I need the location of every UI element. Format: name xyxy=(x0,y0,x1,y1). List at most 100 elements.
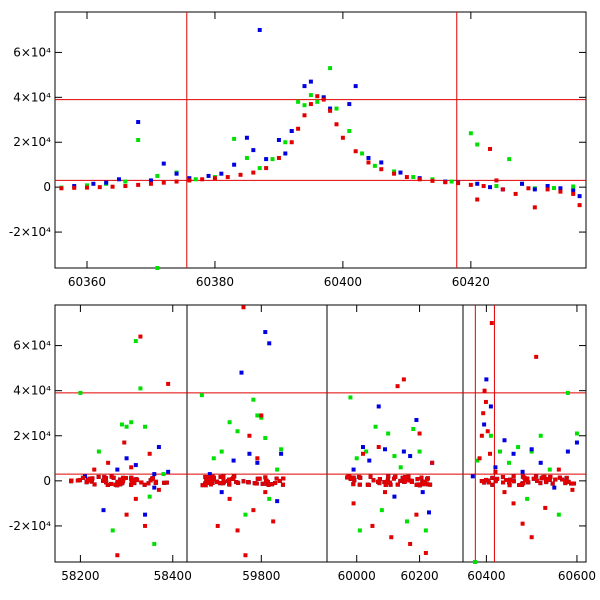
data-point xyxy=(351,475,356,480)
data-point xyxy=(423,479,428,484)
data-point xyxy=(193,177,198,182)
data-point xyxy=(508,477,513,482)
data-point xyxy=(104,480,109,485)
bottom-y-tick-label: 2×10⁴ xyxy=(13,429,51,443)
data-point xyxy=(511,501,516,506)
data-point xyxy=(154,479,159,484)
data-point xyxy=(239,370,244,375)
data-point xyxy=(392,169,397,174)
data-point xyxy=(366,160,371,165)
data-point xyxy=(425,476,430,481)
data-point xyxy=(545,184,550,189)
data-point xyxy=(96,449,101,454)
data-point xyxy=(119,422,124,427)
data-point xyxy=(251,508,256,513)
top-y-tick-label: 4×10⁴ xyxy=(13,90,51,104)
data-point xyxy=(289,129,294,134)
data-point xyxy=(430,178,435,183)
data-point xyxy=(308,93,313,98)
data-point xyxy=(388,482,393,487)
data-point xyxy=(129,482,134,487)
data-point xyxy=(383,447,387,452)
data-point xyxy=(475,458,480,463)
data-point xyxy=(238,172,243,177)
data-point xyxy=(215,479,220,484)
data-point xyxy=(264,157,269,162)
data-point xyxy=(232,162,237,167)
data-point xyxy=(352,478,357,483)
data-point xyxy=(136,120,141,125)
bottom-y-tick-label: 6×10⁴ xyxy=(13,339,51,353)
data-point xyxy=(109,474,114,479)
data-point xyxy=(526,480,531,485)
data-point xyxy=(264,481,269,486)
top-y-tick-label: -2×10⁴ xyxy=(9,225,51,239)
data-point xyxy=(415,477,420,482)
data-point xyxy=(255,460,260,465)
data-point xyxy=(164,480,169,485)
data-point xyxy=(244,135,249,140)
data-point xyxy=(482,422,487,427)
data-point xyxy=(203,481,208,486)
data-point xyxy=(419,475,424,480)
data-point xyxy=(257,27,262,32)
data-point xyxy=(174,171,179,176)
top-panel: 6×10⁴ 4×10⁴ 2×10⁴ 0 -2×10⁴ 60360 60380 60400 604… xyxy=(9,11,587,289)
data-point xyxy=(543,505,548,510)
data-point xyxy=(482,388,487,393)
data-point xyxy=(351,482,356,487)
data-point xyxy=(289,140,294,145)
data-point xyxy=(483,399,488,404)
data-point xyxy=(377,476,382,481)
data-point xyxy=(110,184,115,189)
data-point xyxy=(529,449,534,454)
data-point xyxy=(123,475,128,480)
data-point xyxy=(133,463,138,468)
data-point xyxy=(392,171,397,176)
data-point xyxy=(520,481,525,486)
data-point xyxy=(449,179,454,184)
data-point xyxy=(270,482,275,487)
data-point xyxy=(161,161,166,166)
data-point xyxy=(274,476,279,481)
top-x-tick-label: 60400 xyxy=(324,275,362,289)
data-point xyxy=(156,487,161,492)
data-point xyxy=(243,512,248,517)
data-point xyxy=(570,487,575,492)
data-point xyxy=(417,177,422,182)
data-point xyxy=(489,321,494,326)
data-point xyxy=(572,481,577,486)
data-point xyxy=(273,481,278,486)
data-point xyxy=(328,66,333,71)
data-point xyxy=(111,475,116,480)
data-point xyxy=(488,146,493,151)
data-point xyxy=(251,397,256,402)
data-point xyxy=(386,474,391,479)
data-point xyxy=(247,451,252,456)
data-point xyxy=(385,478,390,483)
data-point xyxy=(267,496,272,501)
data-point xyxy=(556,512,561,517)
data-point xyxy=(529,535,534,540)
data-point xyxy=(105,482,110,487)
data-point xyxy=(136,138,141,142)
data-point xyxy=(315,94,320,99)
data-point xyxy=(406,474,411,479)
data-point xyxy=(142,482,147,487)
data-point xyxy=(321,97,326,102)
data-point xyxy=(227,482,232,487)
bottom-x-tick-label: 58400 xyxy=(154,569,192,583)
data-point xyxy=(69,478,74,483)
data-point xyxy=(146,481,151,486)
bottom-x-tick-label: 60000 xyxy=(338,569,376,583)
data-point xyxy=(72,185,77,190)
data-point xyxy=(358,475,363,480)
data-point xyxy=(121,475,126,480)
data-point xyxy=(208,480,213,485)
data-point xyxy=(535,478,540,483)
data-point xyxy=(556,467,561,472)
data-point xyxy=(143,523,148,528)
data-point xyxy=(155,266,160,270)
data-point xyxy=(353,84,358,89)
bottom-y-tick-label: 4×10⁴ xyxy=(13,384,51,398)
